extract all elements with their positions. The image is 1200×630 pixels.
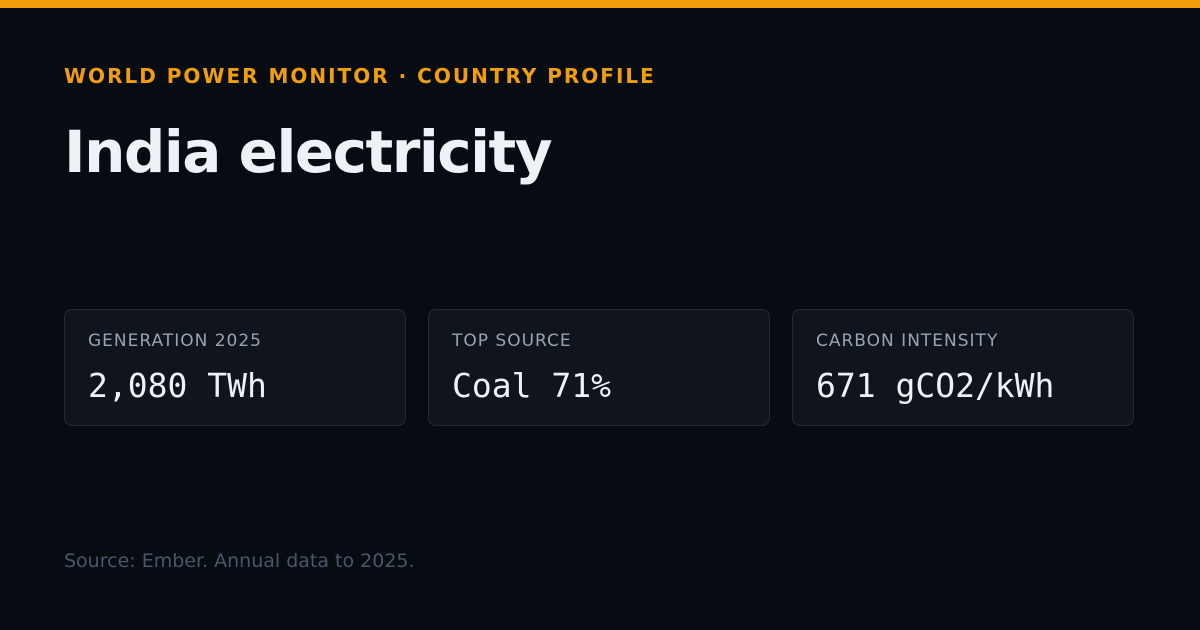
stat-value: 2,080 TWh: [88, 366, 267, 405]
kicker: WORLD POWER MONITOR · COUNTRY PROFILE: [64, 64, 656, 88]
source-note: Source: Ember. Annual data to 2025.: [64, 550, 415, 572]
stat-label: TOP SOURCE: [452, 331, 572, 351]
stat-label: GENERATION 2025: [88, 331, 262, 351]
stat-value: Coal 71%: [452, 366, 611, 405]
accent-bar: [0, 0, 1200, 8]
stat-card: GENERATION 2025 2,080 TWh: [64, 309, 406, 426]
stat-label: CARBON INTENSITY: [816, 331, 999, 351]
title: India electricity: [64, 118, 553, 186]
stat-card: CARBON INTENSITY 671 gCO2/kWh: [792, 309, 1134, 426]
stat-value: 671 gCO2/kWh: [816, 366, 1055, 405]
stat-card: TOP SOURCE Coal 71%: [428, 309, 770, 426]
